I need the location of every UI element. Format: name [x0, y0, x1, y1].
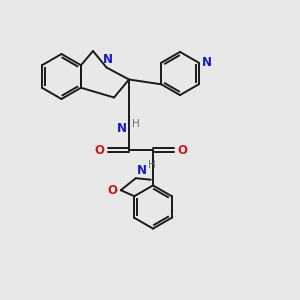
Text: N: N — [202, 56, 212, 69]
Text: N: N — [117, 122, 127, 136]
Text: N: N — [136, 164, 146, 178]
Text: O: O — [178, 143, 188, 157]
Text: O: O — [108, 184, 118, 197]
Text: H: H — [132, 118, 140, 129]
Text: O: O — [94, 143, 104, 157]
Text: N: N — [102, 53, 112, 66]
Text: H: H — [148, 160, 155, 170]
